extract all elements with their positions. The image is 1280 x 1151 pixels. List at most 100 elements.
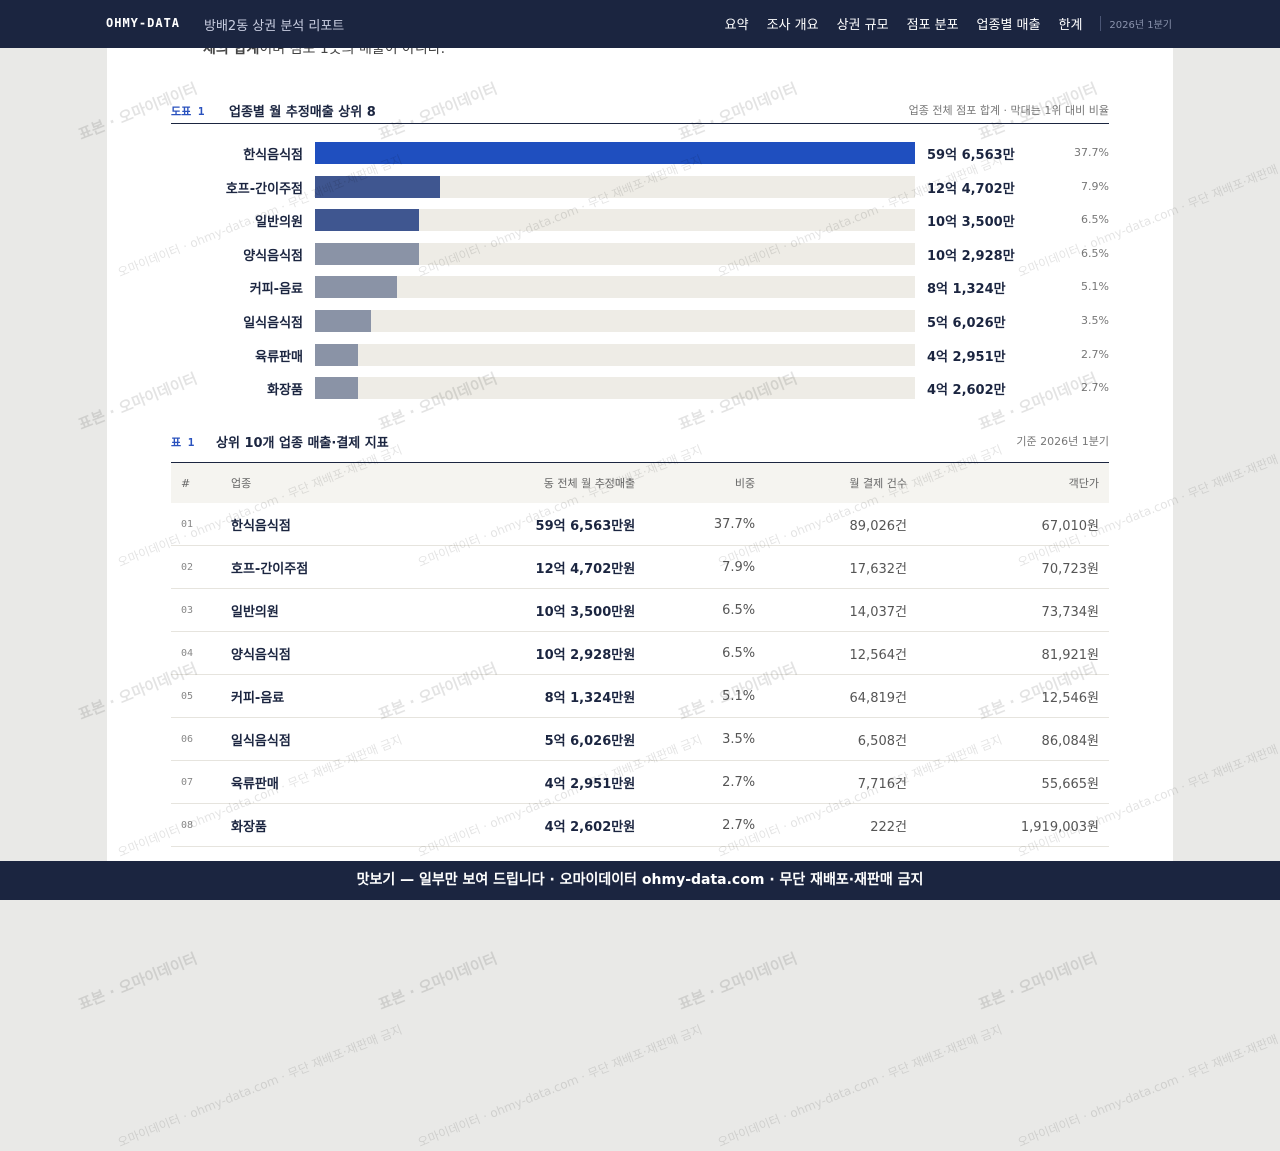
bar-row: 일식음식점 5억 6,026만 3.5% xyxy=(171,310,1109,332)
bar xyxy=(315,175,441,198)
table-cell: 73,734원 xyxy=(916,588,1109,632)
bar-value-label: 12억 4,702만 xyxy=(927,181,1015,197)
table-cell: 2.7% xyxy=(645,760,766,804)
table-row: 02 호프-간이주점 12억 4,702만원 7.9% 17,632건 70,723원 xyxy=(171,545,1109,589)
table-cell: 육류판매 xyxy=(221,760,412,804)
bar-category: 호프-간이주점 xyxy=(225,181,303,197)
column-header: 동 전체 월 추정매출 xyxy=(411,462,646,503)
table-row: 05 커피-음료 8억 1,324만원 5.1% 64,819건 12,546원 xyxy=(171,674,1109,718)
table-cell: 호프-간이주점 xyxy=(221,545,412,589)
bar-value-label: 59억 6,563만 xyxy=(927,148,1015,163)
table-row: 03 일반의원 10억 3,500만원 6.5% 14,037건 73,734원 xyxy=(171,588,1109,632)
bar-row: 한식음식점 59억 6,563만 37.7% xyxy=(171,142,1109,164)
table-body: 01 한식음식점 59억 6,563만원 37.7% 89,026건 67,010원 02 호… xyxy=(171,503,1109,847)
table-cell: 6.5% xyxy=(645,588,766,632)
bar-row: 화장품 4억 2,602만 2.7% xyxy=(171,377,1109,400)
bar-value-label: 5억 6,026만 xyxy=(927,316,1006,331)
bar-share: 37.7% xyxy=(1074,146,1109,159)
table-header: 표 1 상위 10개 업종 매출·결제 지표 기준 2026년 1분기 xyxy=(171,430,1109,454)
bar-category: 육류판매 xyxy=(255,349,303,365)
bar-share: 7.9% xyxy=(1081,179,1109,193)
column-header: 객단가 xyxy=(916,462,1109,503)
bar-category: 일식음식점 xyxy=(243,316,303,331)
bar-share: 5.1% xyxy=(1081,280,1109,294)
column-header: 월 결제 건수 xyxy=(765,462,917,503)
table-cell: 64,819건 xyxy=(765,674,917,718)
bar-track xyxy=(315,343,915,366)
bar-row: 육류판매 4억 2,951만 2.7% xyxy=(171,343,1109,366)
bar-row: 일반의원 10억 3,500만 6.5% xyxy=(171,209,1109,232)
table-note: 기준 2026년 1분기 xyxy=(1016,435,1109,448)
watermark: 표본 · 오마이데이터 xyxy=(75,949,200,1014)
table-title: 상위 10개 업종 매출·결제 지표 xyxy=(216,436,389,451)
table-row: 01 한식음식점 59억 6,563만원 37.7% 89,026건 67,010원 xyxy=(171,503,1109,546)
table-cell: 86,084원 xyxy=(916,717,1109,761)
bar-category: 양식음식점 xyxy=(243,248,303,264)
bar-row: 양식음식점 10억 2,928만 6.5% xyxy=(171,242,1109,265)
bar-track xyxy=(315,377,915,400)
table-cell: 양식음식점 xyxy=(221,631,412,675)
report-card: 체의 합계이며 점포 1곳의 매출이 아니다. 도표 1 업종별 월 추정매출 … xyxy=(107,0,1173,900)
table-cell: 4억 2,602만원 xyxy=(411,803,646,847)
table-label: 표 1 xyxy=(171,436,195,449)
bar-category: 일반의원 xyxy=(255,215,303,231)
bar-share: 2.7% xyxy=(1081,347,1109,361)
table-cell: 03 xyxy=(171,588,221,632)
table-row: 07 육류판매 4억 2,951만원 2.7% 7,716건 55,665원 xyxy=(171,760,1109,804)
watermark: 오마이데이터 · ohmy-data.com · 무단 재배포·재판매 금지 xyxy=(1015,1022,1280,1150)
table-cell: 7.9% xyxy=(645,545,766,589)
nav-link[interactable]: 조사 개요 xyxy=(766,18,819,33)
table-cell: 81,921원 xyxy=(916,631,1109,675)
table-cell: 05 xyxy=(171,674,221,718)
table-cell: 화장품 xyxy=(221,803,412,847)
nav-link[interactable]: 점포 분포 xyxy=(906,18,959,33)
nav-link[interactable]: 업종별 매출 xyxy=(976,18,1041,33)
nav-links: 요약 조사 개요 상권 규모 점포 분포 업종별 매출 한계 2026년 1분기 xyxy=(725,14,1172,33)
bar xyxy=(315,310,372,332)
bar-row: 호프-간이주점 12억 4,702만 7.9% xyxy=(171,175,1109,198)
bar xyxy=(315,377,358,400)
bar-category: 커피-음료 xyxy=(249,282,303,298)
column-header: 업종 xyxy=(221,462,412,503)
bar-track xyxy=(315,276,915,299)
table-cell: 14,037건 xyxy=(765,588,917,632)
figure-header: 도표 1 업종별 월 추정매출 상위 8 업종 전체 점포 합계 · 막대는 1… xyxy=(171,99,1109,124)
column-header: 비중 xyxy=(645,462,766,503)
bar xyxy=(315,276,397,299)
table-cell: 6.5% xyxy=(645,631,766,675)
nav-link[interactable]: 상권 규모 xyxy=(836,18,889,33)
bar-share: 6.5% xyxy=(1081,213,1109,227)
table-cell: 10억 3,500만원 xyxy=(411,588,646,632)
table-cell: 5.1% xyxy=(645,674,766,718)
table-cell: 6,508건 xyxy=(765,717,917,761)
watermark: 표본 · 오마이데이터 xyxy=(975,949,1100,1014)
watermark: 표본 · 오마이데이터 xyxy=(675,949,800,1014)
column-header: # xyxy=(171,462,221,503)
table-cell: 1,919,003원 xyxy=(916,803,1109,847)
nav-link[interactable]: 요약 xyxy=(724,18,749,33)
bar-track xyxy=(315,242,915,265)
watermark: 오마이데이터 · ohmy-data.com · 무단 재배포·재판매 금지 xyxy=(715,1022,1005,1150)
table-cell: 8억 1,324만원 xyxy=(411,674,646,718)
table-cell: 07 xyxy=(171,760,221,804)
brand[interactable]: OHMY-DATA xyxy=(106,16,181,30)
bar-value-label: 4억 2,602만 xyxy=(927,383,1006,399)
table-cell: 7,716건 xyxy=(765,760,917,804)
bar-category: 화장품 xyxy=(267,383,303,399)
top-nav: OHMY-DATA 방배2동 상권 분석 리포트 요약 조사 개요 상권 규모 점포 … xyxy=(0,0,1280,48)
nav-link[interactable]: 한계 xyxy=(1058,18,1083,33)
table-cell: 55,665원 xyxy=(916,760,1109,804)
bar xyxy=(315,343,359,366)
bar-value-label: 10억 2,928만 xyxy=(927,248,1015,264)
watermark: 오마이데이터 · ohmy-data.com · 무단 재배포·재판매 금지 xyxy=(115,1022,405,1150)
table-cell: 4억 2,951만원 xyxy=(411,760,646,804)
bar-category: 한식음식점 xyxy=(243,148,303,163)
table-cell: 일반의원 xyxy=(221,588,412,632)
bar-track xyxy=(315,142,915,164)
bar-track xyxy=(315,175,915,198)
bar-value-label: 8억 1,324만 xyxy=(927,282,1006,298)
table-cell: 일식음식점 xyxy=(221,717,412,761)
table-cell: 5억 6,026만원 xyxy=(411,717,646,761)
bar-value-label: 10억 3,500만 xyxy=(927,215,1015,231)
table-cell: 04 xyxy=(171,631,221,675)
